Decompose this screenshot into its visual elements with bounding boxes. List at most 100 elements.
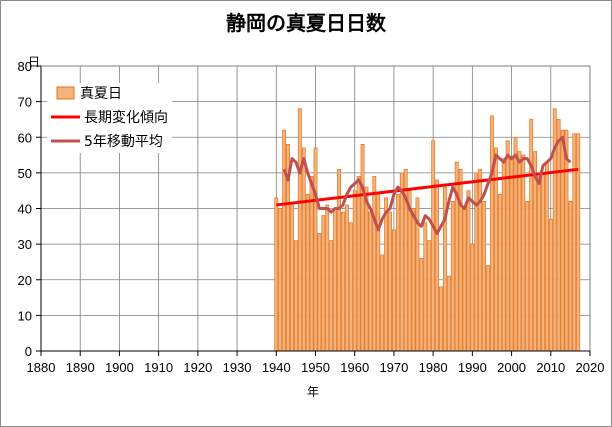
y-tick-label-20: 20 [18,273,32,288]
bar-1974 [407,190,412,352]
bar-1949 [309,176,314,352]
x-tick-label-1960: 1960 [340,360,369,375]
x-tick-label-1910: 1910 [144,360,173,375]
bar-1971 [395,193,400,352]
y-tick-label-60: 60 [18,130,32,145]
bar-2014 [564,129,569,352]
trend-line [276,167,579,207]
moving-average-line [282,135,572,235]
bar-1979 [427,240,432,352]
bar-1965 [372,176,377,352]
bar-1944 [290,204,294,352]
x-tick-label-1980: 1980 [419,360,448,375]
bar-1948 [305,193,310,352]
bar-1941 [278,208,283,352]
x-axis-label: 年 [307,385,319,399]
chart-title: 静岡の真夏日日数 [226,11,387,35]
x-tick-label-2020: 2020 [576,360,605,375]
bar-1945 [293,240,298,352]
bar-1989 [466,190,471,352]
bar-1967 [380,254,385,352]
bar-2007 [537,176,541,352]
bar-2005 [529,119,534,352]
bar-1950 [313,147,318,352]
bar-1946 [297,108,302,352]
bar-1959 [348,222,353,352]
bar-1978 [423,222,428,352]
legend-label-trend: 長期変化傾向 [84,109,168,126]
bar-1951 [317,233,322,352]
bar-2001 [513,136,518,352]
bar-1952 [321,215,326,352]
x-tick-label-1940: 1940 [262,360,291,375]
bar-2015 [568,201,573,352]
bar-2016 [572,133,577,352]
bar-2009 [544,161,549,352]
axes [36,65,591,356]
legend: 真夏日 長期変化傾向 5年移動平均 [47,83,172,153]
bar-1975 [411,208,416,352]
bar-1942 [282,129,287,352]
x-tick-label-1880: 1880 [27,360,56,375]
bar-1970 [392,229,396,352]
tick-labels: 1880 1890 1900 1910 1920 1930 1940 1950 1960 1970… [18,59,605,375]
bar-1947 [301,147,306,352]
line-series [276,135,579,235]
y-tick-label-0: 0 [25,344,32,359]
bar-1980 [431,140,436,352]
x-tick-label-1950: 1950 [301,360,330,375]
y-tick-label-10: 10 [18,308,32,323]
x-tick-label-1970: 1970 [379,360,408,375]
x-tick-label-1930: 1930 [223,360,252,375]
legend-swatch-bars [56,86,75,100]
bar-1954 [329,240,334,352]
bar-1993 [482,201,487,352]
legend-label-bars: 真夏日 [80,86,122,102]
bar-1982 [439,286,443,352]
bar-1981 [435,179,439,352]
bar-1960 [352,190,357,352]
bar-1958 [344,204,349,352]
bar-2000 [509,158,514,352]
bar-2008 [541,172,545,352]
x-tick-label-1920: 1920 [183,360,212,375]
x-tick-label-1890: 1890 [66,360,95,375]
bar-1997 [497,193,502,352]
y-tick-label-30: 30 [18,237,32,252]
bar-2017 [576,133,581,352]
bar-1966 [376,193,381,352]
bar-2010 [548,218,553,352]
bar-1962 [360,144,365,352]
bar-1999 [505,140,510,352]
bar-1995 [490,115,494,352]
bar-1968 [384,197,389,352]
x-tick-label-2000: 2000 [497,360,526,375]
x-tick-label-1990: 1990 [458,360,487,375]
legend-label-moving-average: 5年移動平均 [84,134,163,150]
bar-1953 [325,204,330,352]
bar-1977 [419,258,424,352]
bar-2002 [517,151,522,352]
x-tick-label-2010: 2010 [536,360,565,375]
y-tick-label-40: 40 [18,202,32,217]
bar-1957 [341,211,345,352]
bar-2012 [556,119,561,352]
bar-1969 [388,211,392,352]
bar-1991 [474,172,479,352]
bar-1984 [446,275,451,352]
bar-1990 [470,243,475,352]
bar-1998 [501,158,506,352]
bar-1961 [356,176,361,352]
bar-1972 [399,172,404,352]
bar-1964 [368,211,373,352]
bar-2003 [521,154,526,352]
bar-1963 [364,186,369,352]
bar-2004 [525,201,530,352]
y-tick-label-70: 70 [18,95,32,110]
y-tick-label-80: 80 [18,59,32,74]
bar-1985 [450,201,455,352]
bar-1994 [486,265,490,352]
y-tick-label-50: 50 [18,166,32,181]
x-tick-label-1900: 1900 [105,360,134,375]
